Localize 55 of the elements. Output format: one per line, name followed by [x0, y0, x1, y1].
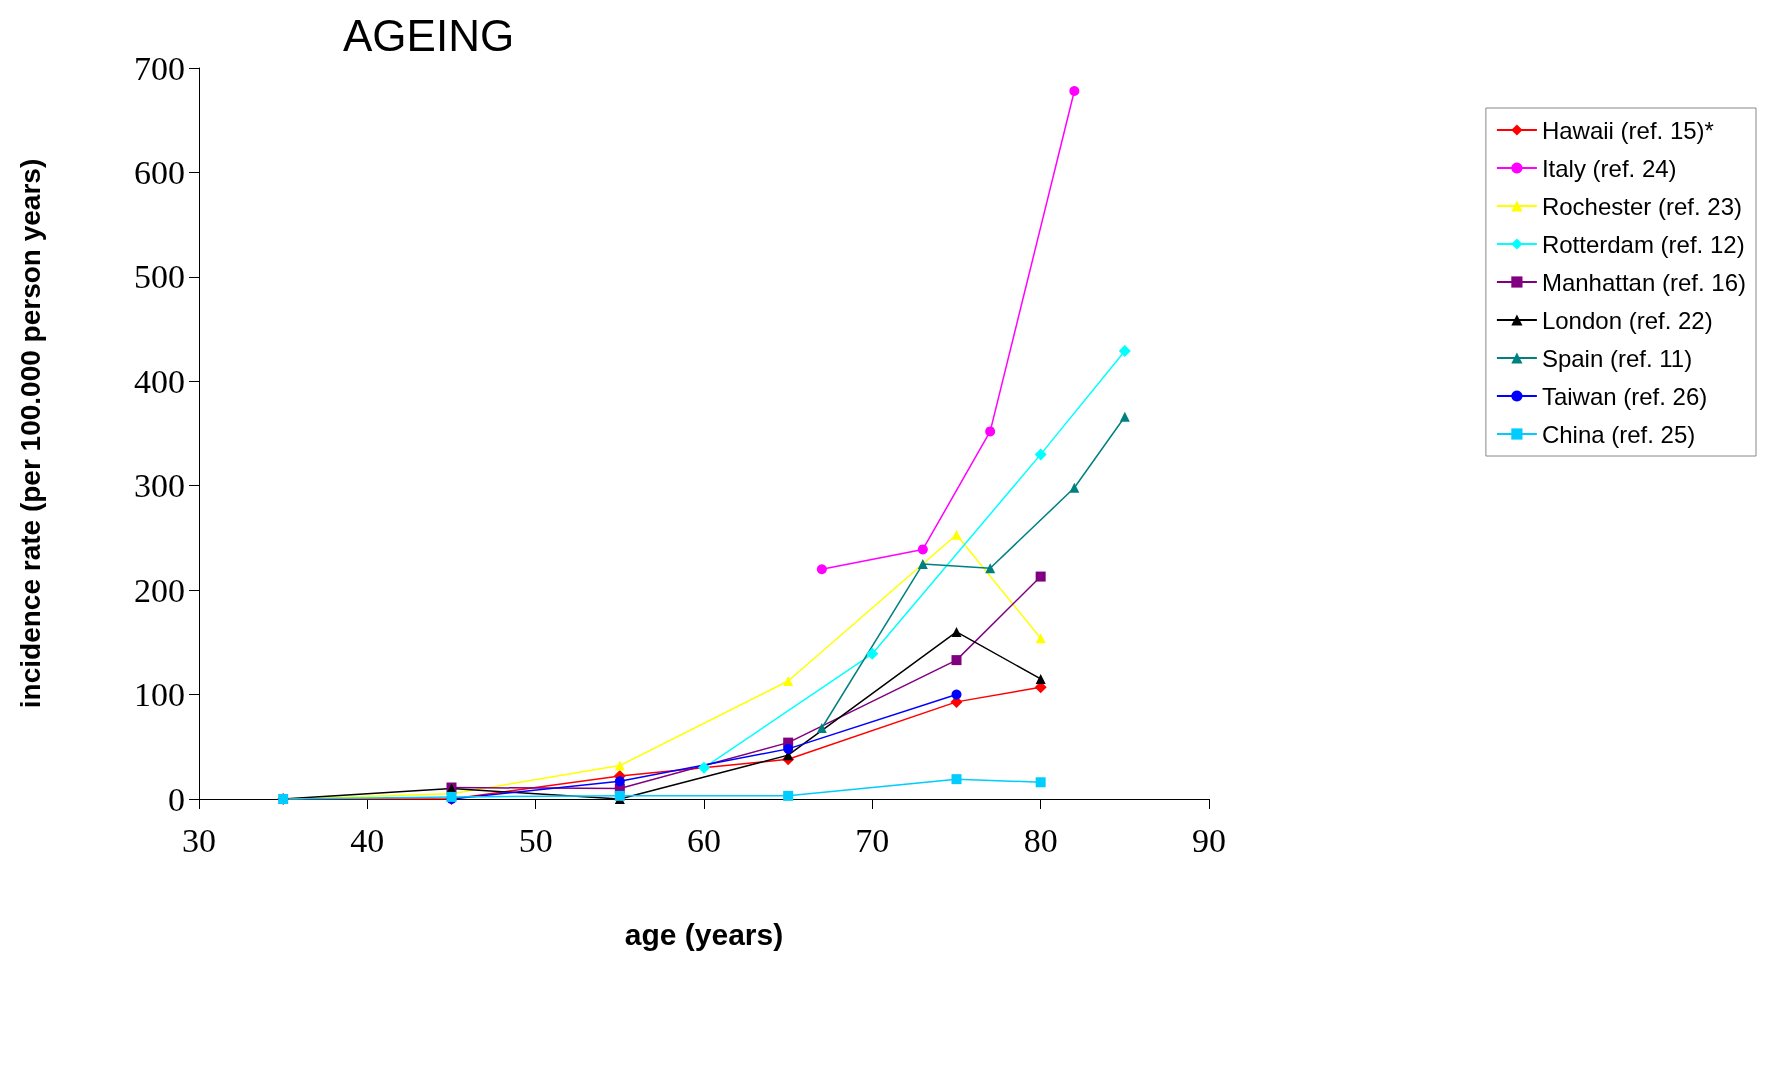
- legend-label: Taiwan (ref. 26): [1541, 382, 1708, 410]
- point: [951, 529, 962, 540]
- point: [1034, 448, 1047, 461]
- point: [614, 760, 625, 771]
- point: [951, 626, 962, 637]
- point: [783, 790, 794, 801]
- point: [951, 655, 962, 666]
- y-tick-label: 700: [134, 49, 185, 87]
- legend-label: China (ref. 25): [1541, 420, 1696, 448]
- x-tick-label: 60: [687, 821, 721, 859]
- point: [985, 426, 996, 437]
- point: [1069, 482, 1080, 493]
- point: [1035, 673, 1046, 684]
- point: [698, 761, 710, 774]
- point: [783, 676, 794, 686]
- point: [917, 544, 928, 555]
- point: [866, 647, 879, 660]
- point: [816, 722, 827, 733]
- point: [1118, 345, 1131, 357]
- y-tick-label: 400: [134, 362, 185, 400]
- x-tick-label: 90: [1192, 821, 1226, 859]
- legend-label: Italy (ref. 24): [1541, 154, 1677, 182]
- y-tick-label: 600: [134, 153, 185, 191]
- y-tick-label: 0: [168, 780, 185, 818]
- point: [1035, 633, 1046, 644]
- y-tick-label: 300: [134, 467, 185, 505]
- point: [951, 774, 962, 785]
- point: [985, 563, 996, 574]
- point: [1035, 571, 1046, 582]
- point: [783, 743, 794, 754]
- x-tick-label: 50: [518, 821, 553, 859]
- y-tick-label: 500: [134, 258, 185, 296]
- point: [1069, 85, 1080, 96]
- x-axis-title: age (years): [624, 917, 784, 951]
- legend-label: Rotterdam (ref. 12): [1541, 230, 1745, 258]
- legend-label: Hawaii (ref. 15)*: [1541, 116, 1714, 144]
- legend-label: Spain (ref. 11): [1541, 344, 1693, 372]
- point: [917, 559, 928, 570]
- legend-label: Rochester (ref. 23): [1541, 192, 1742, 220]
- x-tick-label: 70: [855, 821, 890, 859]
- y-tick-label: 100: [134, 676, 185, 714]
- legend-label: Manhattan (ref. 16): [1541, 268, 1746, 296]
- point: [816, 564, 827, 575]
- point: [1035, 777, 1046, 788]
- chart-title: AGEING: [343, 10, 515, 60]
- y-axis-title: incidence rate (per 100.000 person years): [14, 158, 46, 709]
- x-tick-label: 40: [350, 821, 385, 859]
- point: [951, 689, 962, 700]
- point: [1119, 411, 1130, 422]
- legend-label: London (ref. 22): [1541, 306, 1713, 334]
- y-tick-label: 200: [134, 571, 185, 609]
- point: [614, 790, 625, 801]
- point: [614, 776, 625, 787]
- x-tick-label: 30: [182, 821, 216, 859]
- x-tick-label: 80: [1023, 821, 1058, 859]
